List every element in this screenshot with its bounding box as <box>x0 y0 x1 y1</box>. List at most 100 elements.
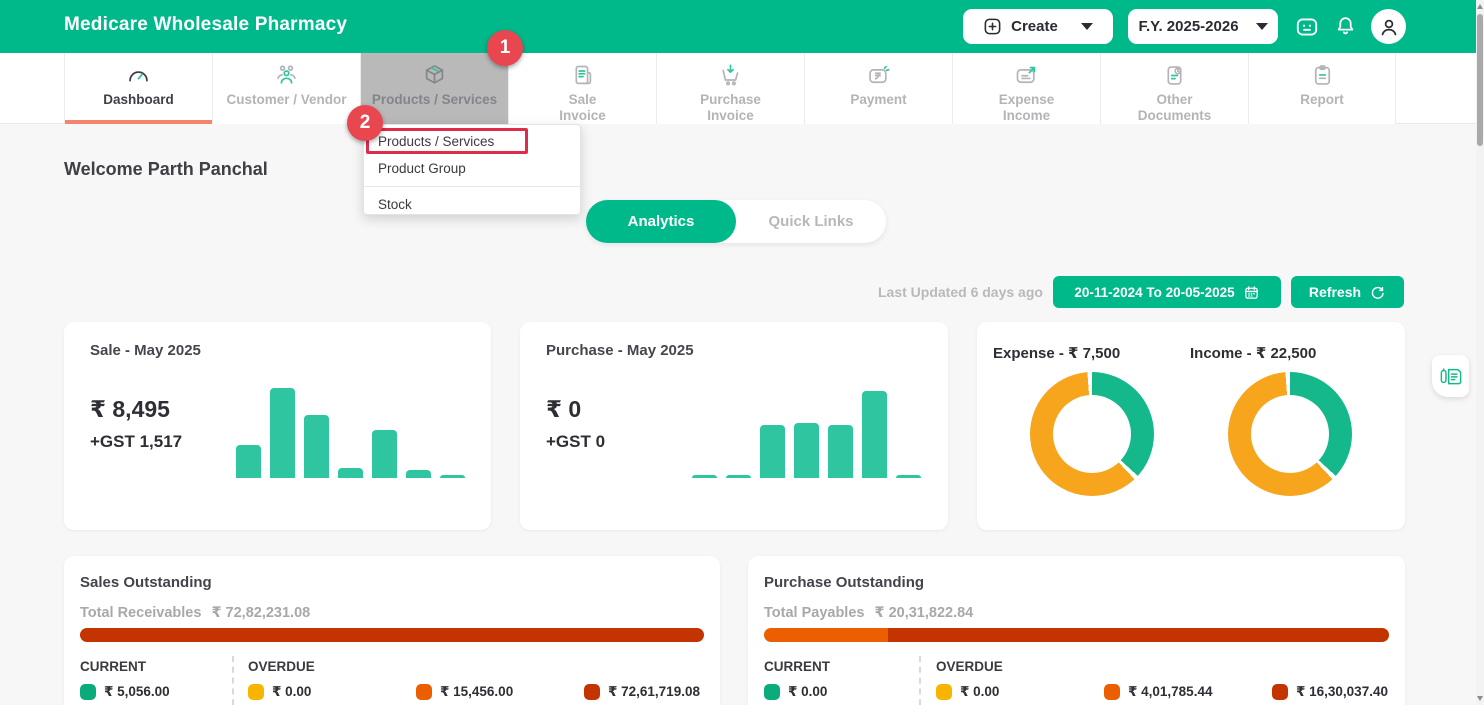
create-button-label: Create <box>1011 18 1058 35</box>
side-notes-widget[interactable] <box>1432 355 1469 397</box>
tab-sale-invoice[interactable]: Sale Invoice <box>508 53 656 124</box>
donut-hole <box>1251 395 1329 473</box>
expense-label: Expense - ₹ 7,500 <box>993 345 1121 362</box>
current-dot <box>764 684 780 700</box>
plus-square-icon <box>984 18 1001 35</box>
sale-bar-chart <box>236 382 478 478</box>
tab-purchase-invoice[interactable]: Purchase Invoice <box>656 53 804 124</box>
total-payables-value: ₹ 20,31,822.84 <box>874 605 974 621</box>
chevron-down-icon <box>1080 23 1093 30</box>
people-icon <box>277 65 296 84</box>
gauge-icon <box>129 71 148 82</box>
scroll-down-arrow[interactable] <box>1477 696 1483 701</box>
overdue-90-value: ₹ 72,61,719.08 <box>608 684 700 699</box>
purchase-gst: +GST 0 <box>546 432 606 451</box>
tab-label: Sale Invoice <box>559 92 606 123</box>
annotation-badge-1: 1 <box>487 30 523 66</box>
vertical-scrollbar[interactable] <box>1476 0 1484 705</box>
overdue-30-value: ₹ 0.00 <box>960 684 1000 699</box>
clipboard-report-icon <box>1314 65 1330 85</box>
purchase-outstanding-progressbar <box>764 628 1389 642</box>
cart-down-arrow-icon <box>722 64 739 86</box>
purchase-amount: ₹ 0 <box>546 396 582 422</box>
total-receivables-label: Total Receivables <box>80 605 202 621</box>
overdue-60-value: ₹ 4,01,785.44 <box>1128 684 1213 699</box>
tab-dashboard[interactable]: Dashboard <box>64 53 212 124</box>
tab-expense-income[interactable]: Expense Income <box>952 53 1100 124</box>
overdue-30-dot <box>936 684 952 700</box>
toggle-quick-links[interactable]: Quick Links <box>768 213 854 230</box>
income-donut-chart <box>1228 372 1352 496</box>
tab-label: Other Documents <box>1137 92 1212 123</box>
overdue-30-value: ₹ 0.00 <box>272 684 312 699</box>
welcome-heading: Welcome Parth Panchal <box>64 159 268 179</box>
invoice-icon <box>575 65 592 85</box>
annotation-badge-2: 2 <box>347 105 383 141</box>
pen-document-icon <box>1440 368 1461 385</box>
document-clock-icon <box>1167 66 1182 85</box>
overdue-60-dot <box>416 684 432 700</box>
menu-item-stock[interactable]: Stock <box>378 197 412 212</box>
overdue-60-value: ₹ 15,456.00 <box>440 684 514 699</box>
last-updated-text: Last Updated 6 days ago <box>878 284 1043 300</box>
refresh-button[interactable]: Refresh <box>1291 276 1404 308</box>
sale-gst: +GST 1,517 <box>90 432 183 451</box>
tab-label: Payment <box>850 92 907 107</box>
tab-label: Dashboard <box>103 92 174 107</box>
create-button[interactable]: Create <box>963 9 1113 44</box>
tab-payment[interactable]: Payment <box>804 53 952 124</box>
toggle-analytics[interactable]: Analytics <box>586 200 736 243</box>
calendar-icon <box>1244 285 1258 299</box>
overdue-90-value: ₹ 16,30,037.40 <box>1296 684 1388 699</box>
refresh-label: Refresh <box>1308 284 1362 300</box>
tab-customer-vendor[interactable]: Customer / Vendor <box>212 53 360 124</box>
chevron-down-icon <box>1255 23 1268 30</box>
purchase-outstanding-title: Purchase Outstanding <box>764 574 925 591</box>
products-services-dropdown: Products / Services Product Group Stock <box>363 124 581 215</box>
tab-products-services[interactable]: Products / Services <box>360 53 508 124</box>
app-header: Medicare Wholesale Pharmacy Create F.Y. … <box>0 0 1484 53</box>
menu-item-product-group[interactable]: Product Group <box>378 161 466 176</box>
person-icon <box>1381 19 1396 35</box>
purchase-bar-chart <box>692 382 934 478</box>
expense-income-icon <box>1016 66 1036 84</box>
legend-divider <box>919 656 921 705</box>
sales-outstanding-progressbar <box>80 628 704 642</box>
overdue-header: OVERDUE <box>936 659 1003 674</box>
purchase-card: Purchase - May 2025 ₹ 0 +GST 0 <box>520 322 948 530</box>
nav-tabs: Dashboard Customer / Vendor Pr <box>64 53 1396 124</box>
financial-year-selector[interactable]: F.Y. 2025-2026 <box>1128 9 1278 44</box>
date-range-button[interactable]: 20-11-2024 To 20-05-2025 <box>1053 276 1281 308</box>
view-toggle: Analytics Quick Links <box>586 200 886 243</box>
purchase-outstanding-card: Purchase Outstanding Total Payables ₹ 20… <box>748 556 1405 705</box>
sale-card-title: Sale - May 2025 <box>90 342 201 359</box>
notifications-bell-icon[interactable] <box>1332 13 1359 40</box>
overdue-header: OVERDUE <box>248 659 315 674</box>
sales-outstanding-card: Sales Outstanding Total Receivables ₹ 72… <box>64 556 720 705</box>
tab-label: Report <box>1300 92 1344 107</box>
tab-label: Customer / Vendor <box>226 92 347 107</box>
app-title: Medicare Wholesale Pharmacy <box>64 14 348 35</box>
menu-item-products-services[interactable]: Products / Services <box>378 134 495 149</box>
cube-icon <box>425 65 444 84</box>
legend-divider <box>232 656 234 705</box>
current-header: CURRENT <box>764 659 830 674</box>
expense-income-card: Expense - ₹ 7,500 Income - ₹ 22,500 <box>977 322 1405 530</box>
sales-outstanding-title: Sales Outstanding <box>80 574 212 591</box>
rupee-payment-icon <box>869 65 890 84</box>
purchase-card-title: Purchase - May 2025 <box>546 342 694 359</box>
expense-donut-chart <box>1030 372 1154 496</box>
donut-hole <box>1053 395 1131 473</box>
sale-amount: ₹ 8,495 <box>90 396 170 422</box>
total-payables-label: Total Payables <box>764 605 865 621</box>
scroll-up-arrow[interactable] <box>1477 4 1483 9</box>
user-avatar[interactable] <box>1371 9 1406 44</box>
overdue-60-dot <box>1104 684 1120 700</box>
current-value: ₹ 0.00 <box>788 684 828 699</box>
main-navbar: Dashboard Customer / Vendor Pr <box>0 53 1484 124</box>
current-value: ₹ 5,056.00 <box>104 684 170 699</box>
tab-report[interactable]: Report <box>1248 53 1396 124</box>
tab-other-documents[interactable]: Other Documents <box>1100 53 1248 124</box>
scrollbar-thumb[interactable] <box>1477 14 1483 146</box>
feedback-chat-icon[interactable] <box>1293 13 1320 40</box>
